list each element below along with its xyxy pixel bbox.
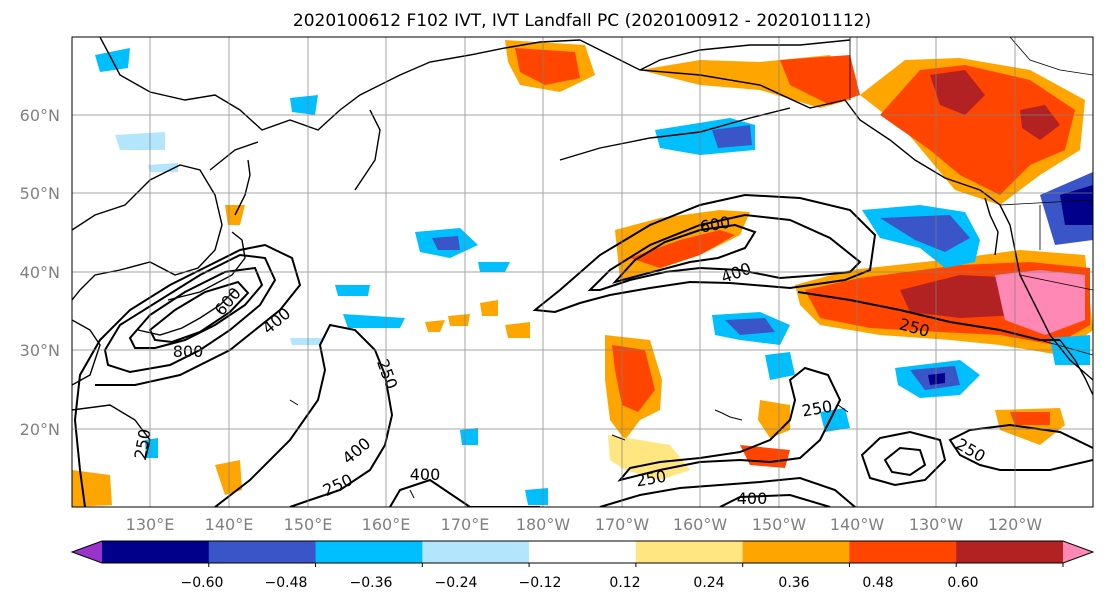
colorbar-segment xyxy=(422,541,530,563)
lon-label: 160°E xyxy=(362,515,411,534)
colorbar-tick-label: 0.60 xyxy=(947,575,978,591)
lon-label: 140°W xyxy=(830,515,885,534)
positive-anomaly-fills xyxy=(72,40,1093,507)
colorbar-tick-label: −0.36 xyxy=(350,575,393,591)
colorbar: −0.60 −0.48 −0.36 −0.24 −0.12 0.12 0.24 … xyxy=(70,540,1095,591)
lon-label: 160°W xyxy=(673,515,728,534)
colorbar-segments xyxy=(70,540,1095,564)
latitude-labels: 60°N 50°N 40°N 30°N 20°N xyxy=(20,106,60,439)
lat-label: 20°N xyxy=(20,420,60,439)
coastlines xyxy=(72,37,1093,461)
lon-label: 130°E xyxy=(126,515,175,534)
colorbar-tick-labels: −0.60 −0.48 −0.36 −0.24 −0.12 0.12 0.24 … xyxy=(181,575,979,591)
colorbar-segment xyxy=(849,541,957,563)
lon-label: 120°W xyxy=(988,515,1043,534)
lon-label: 170°E xyxy=(441,515,490,534)
colorbar-tick-label: 0.36 xyxy=(778,575,809,591)
colorbar-segment xyxy=(102,541,210,563)
colorbar-segment xyxy=(635,541,744,563)
colorbar-tick-label: −0.48 xyxy=(265,575,308,591)
colorbar-tick-label: −0.60 xyxy=(181,575,224,591)
gridlines xyxy=(72,37,1093,507)
lon-label: 180°W xyxy=(516,515,571,534)
lat-label: 60°N xyxy=(20,106,60,125)
contour-label: 800 xyxy=(173,342,204,361)
colorbar-ticks xyxy=(208,563,1064,567)
colorbar-tick-label: 0.24 xyxy=(693,575,724,591)
lon-label: 150°E xyxy=(284,515,333,534)
colorbar-segment xyxy=(529,541,637,563)
lat-label: 40°N xyxy=(20,263,60,282)
contour-label: 400 xyxy=(410,465,441,484)
longitude-labels: 130°E 140°E 150°E 160°E 170°E 180°W 170°… xyxy=(126,515,1043,534)
lon-label: 140°E xyxy=(205,515,254,534)
colorbar-tick-label: −0.12 xyxy=(519,575,562,591)
colorbar-extend-max xyxy=(1063,541,1093,563)
islands xyxy=(289,399,849,499)
contour-label: 400 xyxy=(737,489,768,508)
lon-label: 150°W xyxy=(752,515,807,534)
lon-label: 170°W xyxy=(595,515,650,534)
colorbar-segment xyxy=(742,541,850,563)
colorbar-tick-label: −0.24 xyxy=(435,575,478,591)
colorbar-segment xyxy=(315,541,423,563)
figure-title: 2020100612 F102 IVT, IVT Landfall PC (20… xyxy=(293,11,871,31)
lat-label: 50°N xyxy=(20,184,60,203)
map-panel: 600 400 800 250 600 400 250 250 400 250 … xyxy=(71,36,1094,508)
colorbar-tick-label: 0.48 xyxy=(862,575,893,591)
colorbar-tick-label: 0.12 xyxy=(609,575,640,591)
map-frame xyxy=(71,36,1094,508)
colorbar-extend-min xyxy=(72,541,102,563)
colorbar-outline xyxy=(70,540,1095,564)
colorbar-segment xyxy=(956,541,1064,563)
lon-label: 130°W xyxy=(909,515,964,534)
colorbar-segment xyxy=(208,541,317,563)
lat-label: 30°N xyxy=(20,341,60,360)
